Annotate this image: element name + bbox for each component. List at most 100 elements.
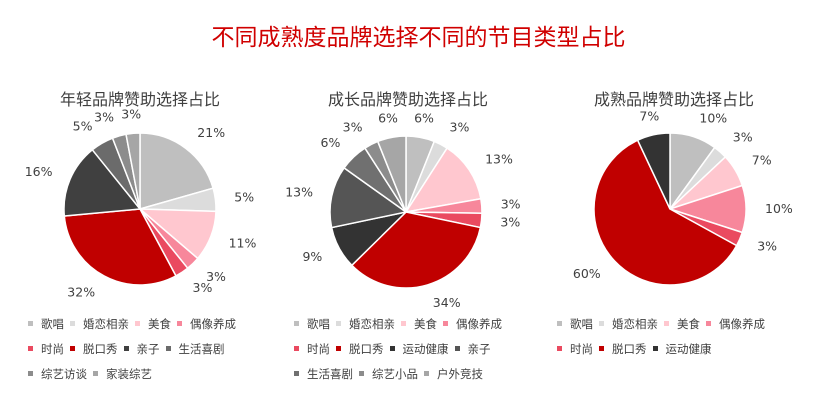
legend-label: 婚恋相亲 (83, 317, 129, 331)
legend-swatch (389, 346, 395, 351)
pie-3-slice-6 (593, 139, 738, 286)
pie-1-data-label-4: 3% (206, 269, 226, 284)
legend-item: 美食 (664, 316, 700, 332)
legend-row: 时尚 脱口秀 亲子 生活喜剧 (28, 341, 242, 366)
pie-2: 6%3%13%3%3%34%9%13%6%3%6% (285, 111, 520, 311)
pie-2-data-label-6: 34% (433, 295, 461, 310)
main-title: 不同成熟度品牌选择不同的节目类型占比 (211, 25, 626, 51)
legend-label: 婚恋相亲 (612, 317, 658, 331)
legend-label: 生活喜剧 (307, 367, 353, 381)
pie-2-slice-8 (329, 166, 408, 229)
legend-swatch (336, 321, 341, 326)
legend-item: 家装综艺 (93, 366, 152, 382)
legend-label: 运动健康 (665, 342, 712, 356)
legend-row: 生活喜剧 综艺小品 户外竞技 (294, 366, 508, 391)
legend-swatch (599, 321, 604, 326)
pie-1-slice-7 (63, 148, 142, 217)
pie-1-data-label-10: 3% (121, 106, 141, 121)
legend-item: 运动健康 (389, 341, 449, 357)
legend-row: 时尚 脱口秀 运动健康 (557, 341, 771, 366)
pie-2-data-label-11: 6% (378, 111, 398, 126)
legend-label: 偶像养成 (190, 317, 236, 331)
legend-swatch (443, 321, 448, 326)
legend-swatch (165, 346, 171, 351)
pie-2-data-label-3: 13% (485, 151, 513, 166)
legend-item: 歌唱 (294, 316, 330, 332)
legend-item: 婚恋相亲 (70, 316, 129, 332)
pie-3-data-label-4: 10% (765, 201, 793, 216)
legend-swatch (652, 346, 658, 351)
legend-label: 综艺小品 (372, 367, 418, 381)
legend-label: 时尚 (307, 342, 330, 356)
legend-swatch (557, 346, 562, 351)
pie-1: 21%5%11%3%3%32%16%5%3% 3% (25, 106, 257, 299)
legend-swatch (135, 321, 140, 326)
legend-swatch (706, 321, 711, 326)
pie-3: 10% 3% 7% 10% 3% 60% 7% (573, 108, 793, 286)
legend-item: 户外竞技 (424, 366, 483, 382)
legend-swatch (177, 321, 182, 326)
legend-swatch (294, 371, 299, 376)
pie-1-data-label-6: 32% (67, 285, 95, 300)
legend-item: 偶像养成 (443, 316, 502, 332)
legend-item: 综艺访谈 (28, 366, 87, 382)
pie-2-data-label-8: 13% (285, 185, 313, 200)
pie-1-data-label-9: 3% (94, 110, 114, 125)
legend-label: 户外竞技 (437, 367, 483, 381)
legend-label: 歌唱 (41, 317, 64, 331)
legend-swatch (28, 321, 33, 326)
pie-2-legend: 歌唱 婚恋相亲 美食 偶像养成时尚 脱口秀 运动健康 亲子生活喜剧 综艺小品 户外竞技 (294, 316, 508, 391)
legend-item: 亲子 (123, 341, 160, 357)
pie-1-data-label-5: 3% (193, 280, 213, 295)
legend-item: 婚恋相亲 (336, 316, 395, 332)
pie-2-data-label-9: 6% (321, 135, 341, 150)
pie-2-slice-11 (376, 135, 407, 213)
pie-1-slice-1 (139, 132, 215, 210)
legend-swatch (664, 321, 669, 326)
pie-2-slice-6 (350, 211, 482, 289)
pie-3-data-label-7: 7% (639, 108, 659, 123)
legend-item: 综艺小品 (359, 366, 418, 382)
legend-row: 时尚 脱口秀 运动健康 亲子 (294, 341, 508, 366)
pie-1-data-label-8: 5% (73, 119, 93, 134)
pie-2-title: 成长品牌赞助选择占比 (327, 90, 488, 109)
legend-label: 偶像养成 (719, 317, 765, 331)
legend-item: 生活喜剧 (165, 341, 225, 357)
legend-item: 美食 (401, 316, 437, 332)
legend-swatch (359, 371, 364, 376)
legend-swatch (336, 346, 341, 351)
pie-2-slice-3 (404, 147, 482, 214)
legend-label: 综艺访谈 (41, 367, 87, 381)
pie-1-data-label-7: 16% (25, 164, 53, 179)
legend-item: 运动健康 (652, 341, 712, 357)
pie-1-data-label-2: 5% (234, 189, 254, 204)
legend-row: 歌唱 婚恋相亲 美食 偶像养成 (28, 316, 242, 341)
legend-item: 偶像养成 (706, 316, 765, 332)
legend-label: 时尚 (41, 342, 64, 356)
legend-swatch (424, 371, 429, 376)
legend-item: 歌唱 (28, 316, 64, 332)
pie-2-data-label-2: 3% (450, 120, 470, 135)
legend-label: 歌唱 (570, 317, 593, 331)
legend-item: 脱口秀 (336, 341, 384, 357)
legend-item: 婚恋相亲 (599, 316, 658, 332)
pie-2-data-label-4: 3% (501, 197, 521, 212)
pie-1-title: 年轻品牌赞助选择占比 (59, 90, 220, 109)
legend-swatch (557, 321, 562, 326)
legend-label: 脱口秀 (349, 342, 384, 356)
pie-2-data-label-1: 6% (414, 111, 434, 126)
legend-item: 亲子 (454, 341, 491, 357)
pie-1-data-label-1: 21% (197, 125, 225, 140)
legend-label: 脱口秀 (83, 342, 118, 356)
legend-swatch (599, 346, 604, 351)
legend-label: 亲子 (467, 342, 491, 356)
legend-swatch (294, 346, 299, 351)
legend-label: 时尚 (570, 342, 593, 356)
legend-label: 美食 (677, 317, 700, 331)
pie-3-data-label-1: 10% (699, 111, 727, 126)
pie-3-data-label-2: 3% (733, 130, 753, 145)
legend-label: 家装综艺 (106, 367, 152, 381)
pie-2-data-label-7: 9% (302, 249, 322, 264)
legend-item: 脱口秀 (599, 341, 647, 357)
